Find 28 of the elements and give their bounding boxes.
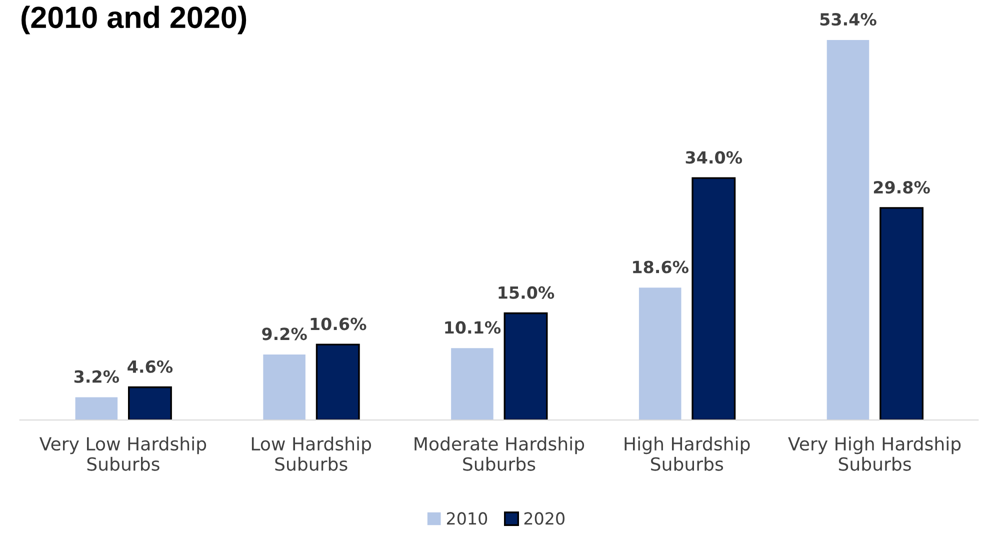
data-label: 34.0% xyxy=(686,151,742,164)
data-label: 53.4% xyxy=(820,13,876,26)
x-tick-label: High Hardship Suburbs xyxy=(624,436,750,471)
bar xyxy=(692,177,736,420)
x-tick-label: Moderate Hardship Suburbs xyxy=(414,436,584,471)
legend-label: 2010 xyxy=(446,512,488,525)
bar xyxy=(504,312,548,420)
data-label: 10.6% xyxy=(310,318,366,330)
data-label: 15.0% xyxy=(498,286,554,299)
data-label: 29.8% xyxy=(874,180,930,194)
chart-title: (2010 and 2020) xyxy=(22,6,246,34)
bar xyxy=(128,386,172,420)
data-label: 10.1% xyxy=(445,321,501,334)
bar xyxy=(826,40,870,420)
x-tick-label: Very High Hardship Suburbs xyxy=(788,436,961,471)
bar xyxy=(316,344,360,420)
legend-label: 2020 xyxy=(524,512,564,525)
bar xyxy=(75,397,118,420)
bar xyxy=(638,288,682,420)
data-label: 18.6% xyxy=(633,260,688,274)
data-label: 4.6% xyxy=(128,360,173,373)
x-tick-label: Very Low Hardship Suburbs xyxy=(39,436,206,471)
data-label: 9.2% xyxy=(262,328,307,340)
bar xyxy=(880,207,924,420)
data-label: 3.2% xyxy=(74,370,120,383)
bar xyxy=(451,348,494,420)
x-tick-label: Low Hardship Suburbs xyxy=(252,436,372,471)
bar xyxy=(263,354,306,420)
